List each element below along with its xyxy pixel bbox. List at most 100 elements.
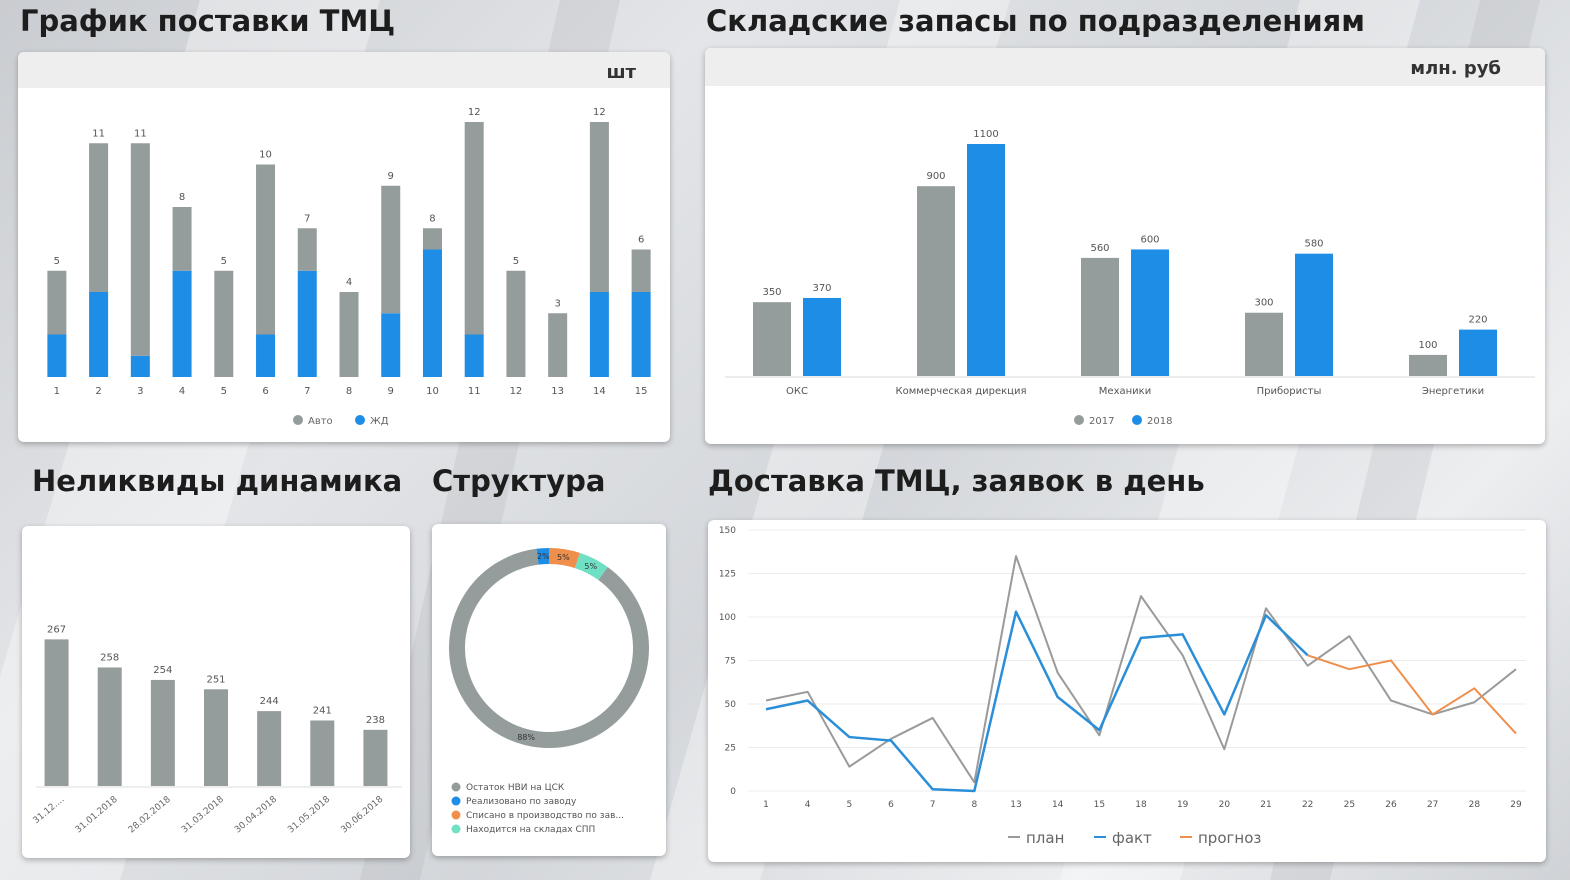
requests-y-tick: 100 <box>719 613 736 623</box>
delivery-x-tick: 3 <box>137 386 143 397</box>
delivery-total-label: 9 <box>388 171 394 182</box>
stock-chart-title: Складские запасы по подразделениям <box>706 4 1365 38</box>
stock-bar-2017-0 <box>753 302 791 376</box>
stock-value-label: 220 <box>1468 315 1487 326</box>
delivery-total-label: 5 <box>54 256 60 267</box>
structure-slice-1 <box>536 548 550 565</box>
delivery-total-label: 11 <box>134 128 147 139</box>
requests-line-прогноз <box>1307 654 1517 735</box>
stock-value-label: 600 <box>1140 234 1159 245</box>
delivery-x-tick: 14 <box>593 386 606 397</box>
delivery-bar-auto-11 <box>464 122 484 335</box>
requests-x-tick: 25 <box>1344 800 1355 810</box>
stock-value-label: 580 <box>1304 239 1323 250</box>
stock-legend-marker <box>1074 415 1084 425</box>
delivery-bar-auto-10 <box>422 228 442 250</box>
requests-x-tick: 22 <box>1302 800 1313 810</box>
delivery-x-tick: 8 <box>346 386 352 397</box>
delivery-x-tick: 9 <box>388 386 394 397</box>
structure-slice-label: 2% <box>537 552 550 561</box>
structure-legend-marker <box>451 796 461 806</box>
requests-x-tick: 14 <box>1052 800 1064 810</box>
stock-bar-2018-3 <box>1295 253 1333 376</box>
illiquid-bar-3 <box>204 689 228 786</box>
delivery-bar-auto-13 <box>548 313 568 377</box>
delivery-bar-rail-1 <box>47 334 67 377</box>
delivery-bar-auto-9 <box>381 185 401 314</box>
requests-x-tick: 7 <box>930 800 936 810</box>
delivery-x-tick: 6 <box>262 386 268 397</box>
structure-chart-svg: 2% 5% 5% 88% Остаток НВИ на ЦСК Реализовано п… <box>449 548 649 835</box>
illiquid-bar-1 <box>97 667 122 786</box>
structure-chart-card: 2% 5% 5% 88% Остаток НВИ на ЦСК Реализовано п… <box>432 524 666 856</box>
delivery-chart-card: шт 5 1 11 2 11 3 8 4 5 5 10 6 7 7 4 8 9 9 8 10 12 11 5 12 3 13 12 1… <box>18 52 670 442</box>
structure-chart-title: Структура <box>432 464 606 498</box>
delivery-x-tick: 5 <box>221 386 227 397</box>
delivery-bar-rail-10 <box>422 249 442 377</box>
requests-chart-card: 0 25 50 75 100 125 150 1 4 5 6 7 8 13 14 15 18 19 20 21 22 25… <box>708 520 1546 862</box>
requests-x-tick: 13 <box>1010 800 1021 810</box>
delivery-x-tick: 11 <box>468 386 481 397</box>
delivery-bar-rail-7 <box>297 270 317 377</box>
requests-x-tick: 15 <box>1094 800 1105 810</box>
structure-legend-label: Остаток НВИ на ЦСК <box>466 783 565 793</box>
requests-legend-label: факт <box>1112 829 1152 847</box>
requests-x-tick: 6 <box>888 800 894 810</box>
stock-x-tick: Коммерческая дирекция <box>895 386 1026 397</box>
illiquid-value-label: 267 <box>47 624 66 635</box>
requests-y-tick: 50 <box>725 700 737 710</box>
requests-legend-label: прогноз <box>1198 829 1261 847</box>
illiquid-value-label: 254 <box>153 665 172 676</box>
illiquid-x-tick: 31.12.... <box>32 795 67 827</box>
illiquid-bar-6 <box>363 729 388 786</box>
requests-y-tick: 25 <box>725 744 736 754</box>
structure-legend-marker <box>451 824 461 834</box>
delivery-x-tick: 4 <box>179 386 185 397</box>
delivery-unit-label: шт <box>606 62 636 83</box>
stock-value-label: 350 <box>762 287 781 298</box>
requests-chart-title: Доставка ТМЦ, заявок в день <box>708 464 1205 498</box>
stock-bar-2018-0 <box>803 297 841 376</box>
delivery-bar-rail-2 <box>89 292 109 377</box>
requests-x-tick: 8 <box>971 800 977 810</box>
illiquid-bar-0 <box>44 639 69 786</box>
delivery-card-header <box>18 52 670 88</box>
illiquid-chart-title: Неликвиды динамика <box>32 464 403 498</box>
structure-slice-2 <box>548 548 580 569</box>
structure-slice-label: 88% <box>517 733 535 742</box>
stock-card-header <box>705 48 1545 86</box>
delivery-total-label: 6 <box>638 235 644 246</box>
delivery-bar-rail-14 <box>589 292 609 377</box>
stock-value-label: 370 <box>812 283 831 294</box>
illiquid-x-tick: 30.04.2018 <box>233 794 279 835</box>
delivery-total-label: 7 <box>304 213 310 224</box>
delivery-x-tick: 15 <box>635 386 648 397</box>
delivery-x-tick: 1 <box>54 386 60 397</box>
requests-line-факт <box>765 610 1309 793</box>
requests-x-tick: 4 <box>805 800 811 810</box>
illiquid-x-tick: 28.02.2018 <box>127 794 173 835</box>
delivery-bar-auto-15 <box>631 249 651 292</box>
delivery-bar-auto-4 <box>172 207 192 271</box>
requests-x-tick: 21 <box>1260 800 1271 810</box>
structure-slice-3 <box>574 552 608 581</box>
illiquid-x-tick: 31.05.2018 <box>286 794 332 835</box>
illiquid-x-tick: 31.03.2018 <box>180 794 226 835</box>
requests-x-tick: 28 <box>1469 800 1481 810</box>
stock-chart-card: млн. руб 350 370 ОКС 900 1100 Коммерческая ди… <box>705 48 1545 444</box>
delivery-bar-rail-9 <box>381 313 401 377</box>
structure-legend-marker <box>451 810 461 820</box>
delivery-total-label: 3 <box>554 298 560 309</box>
delivery-bar-rail-15 <box>631 292 651 377</box>
stock-bar-2018-2 <box>1131 249 1169 376</box>
stock-legend-label: 2018 <box>1147 416 1172 427</box>
illiquid-chart-svg: 267 31.12.... 258 31.01.2018 254 28.02.2018 25… <box>32 624 402 835</box>
stock-legend-marker <box>1132 415 1142 425</box>
stock-x-tick: Механики <box>1099 386 1151 397</box>
delivery-bar-auto-14 <box>589 122 609 292</box>
delivery-bar-auto-3 <box>130 143 150 356</box>
delivery-total-label: 11 <box>92 128 105 139</box>
requests-x-tick: 20 <box>1219 800 1231 810</box>
illiquid-value-label: 238 <box>366 715 385 726</box>
stock-value-label: 300 <box>1254 298 1273 309</box>
